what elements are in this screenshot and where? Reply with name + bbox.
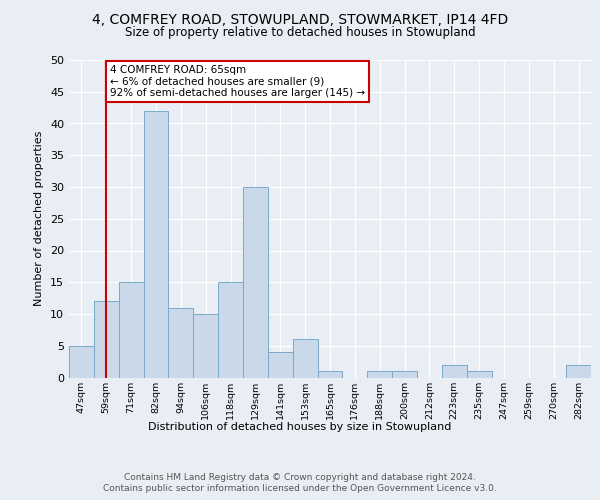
Bar [143,111,169,378]
Bar [293,340,317,378]
Y-axis label: Number of detached properties: Number of detached properties [34,131,44,306]
Text: Contains HM Land Registry data © Crown copyright and database right 2024.: Contains HM Land Registry data © Crown c… [124,472,476,482]
Text: 4 COMFREY ROAD: 65sqm
← 6% of detached houses are smaller (9)
92% of semi-detach: 4 COMFREY ROAD: 65sqm ← 6% of detached h… [110,65,365,98]
Bar [243,187,268,378]
Bar [218,282,243,378]
Bar [268,352,293,378]
Bar [317,371,343,378]
Bar [566,365,591,378]
Bar [193,314,218,378]
Bar [119,282,143,378]
Bar [94,302,119,378]
Text: Contains public sector information licensed under the Open Government Licence v3: Contains public sector information licen… [103,484,497,493]
Bar [442,365,467,378]
Bar [69,346,94,378]
Bar [467,371,491,378]
Text: Distribution of detached houses by size in Stowupland: Distribution of detached houses by size … [148,422,452,432]
Text: 4, COMFREY ROAD, STOWUPLAND, STOWMARKET, IP14 4FD: 4, COMFREY ROAD, STOWUPLAND, STOWMARKET,… [92,12,508,26]
Bar [367,371,392,378]
Bar [169,308,193,378]
Text: Size of property relative to detached houses in Stowupland: Size of property relative to detached ho… [125,26,475,39]
Bar [392,371,417,378]
